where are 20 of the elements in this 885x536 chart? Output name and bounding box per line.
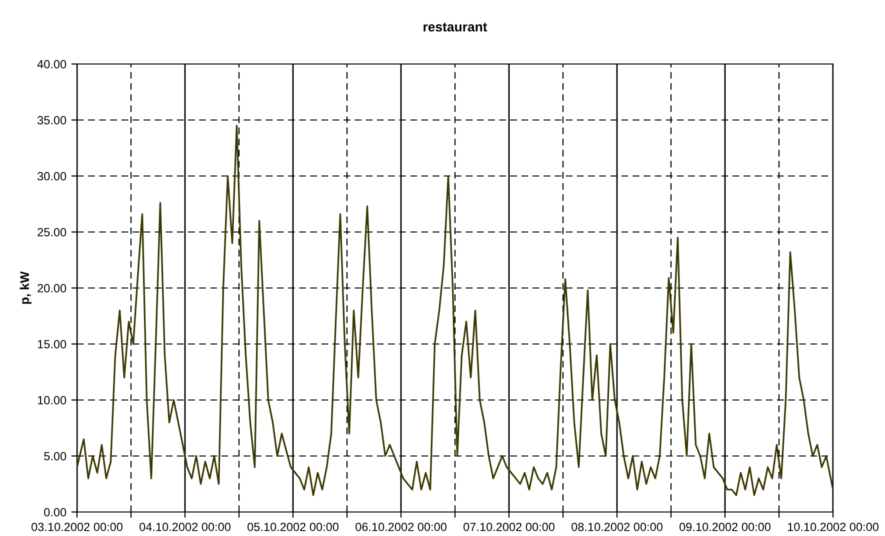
y-tick-label: 35.00 xyxy=(37,116,66,124)
x-tick-label: 05.10.2002 00:00 xyxy=(248,522,338,532)
chart-title: restaurant xyxy=(424,22,488,32)
y-tick-label: 10.00 xyxy=(38,396,66,404)
y-tick-label: 0.00 xyxy=(44,508,66,516)
y-tick-label: 25.00 xyxy=(38,228,66,236)
x-tick-label: 09.10.2002 00:00 xyxy=(680,522,770,532)
y-axis-title: p, kW xyxy=(20,271,32,304)
x-tick-label: 03.10.2002 00:00 xyxy=(32,522,122,532)
x-tick-label: 04.10.2002 00:00 xyxy=(140,522,230,532)
y-tick-label: 40.00 xyxy=(37,60,66,68)
x-tick-label: 08.10.2002 00:00 xyxy=(572,522,662,532)
line-series xyxy=(77,124,833,496)
x-tick-label: 10.10.2002 00:00 xyxy=(788,522,878,532)
y-tick-label: 20.00 xyxy=(38,284,66,292)
y-tick-label: 30.00 xyxy=(37,172,66,180)
y-tick-label: 5.00 xyxy=(44,452,66,460)
x-tick-label: 07.10.2002 00:00 xyxy=(464,522,554,532)
y-tick-label: 15.00 xyxy=(38,340,66,348)
x-tick-label: 06.10.2002 00:00 xyxy=(356,522,446,532)
